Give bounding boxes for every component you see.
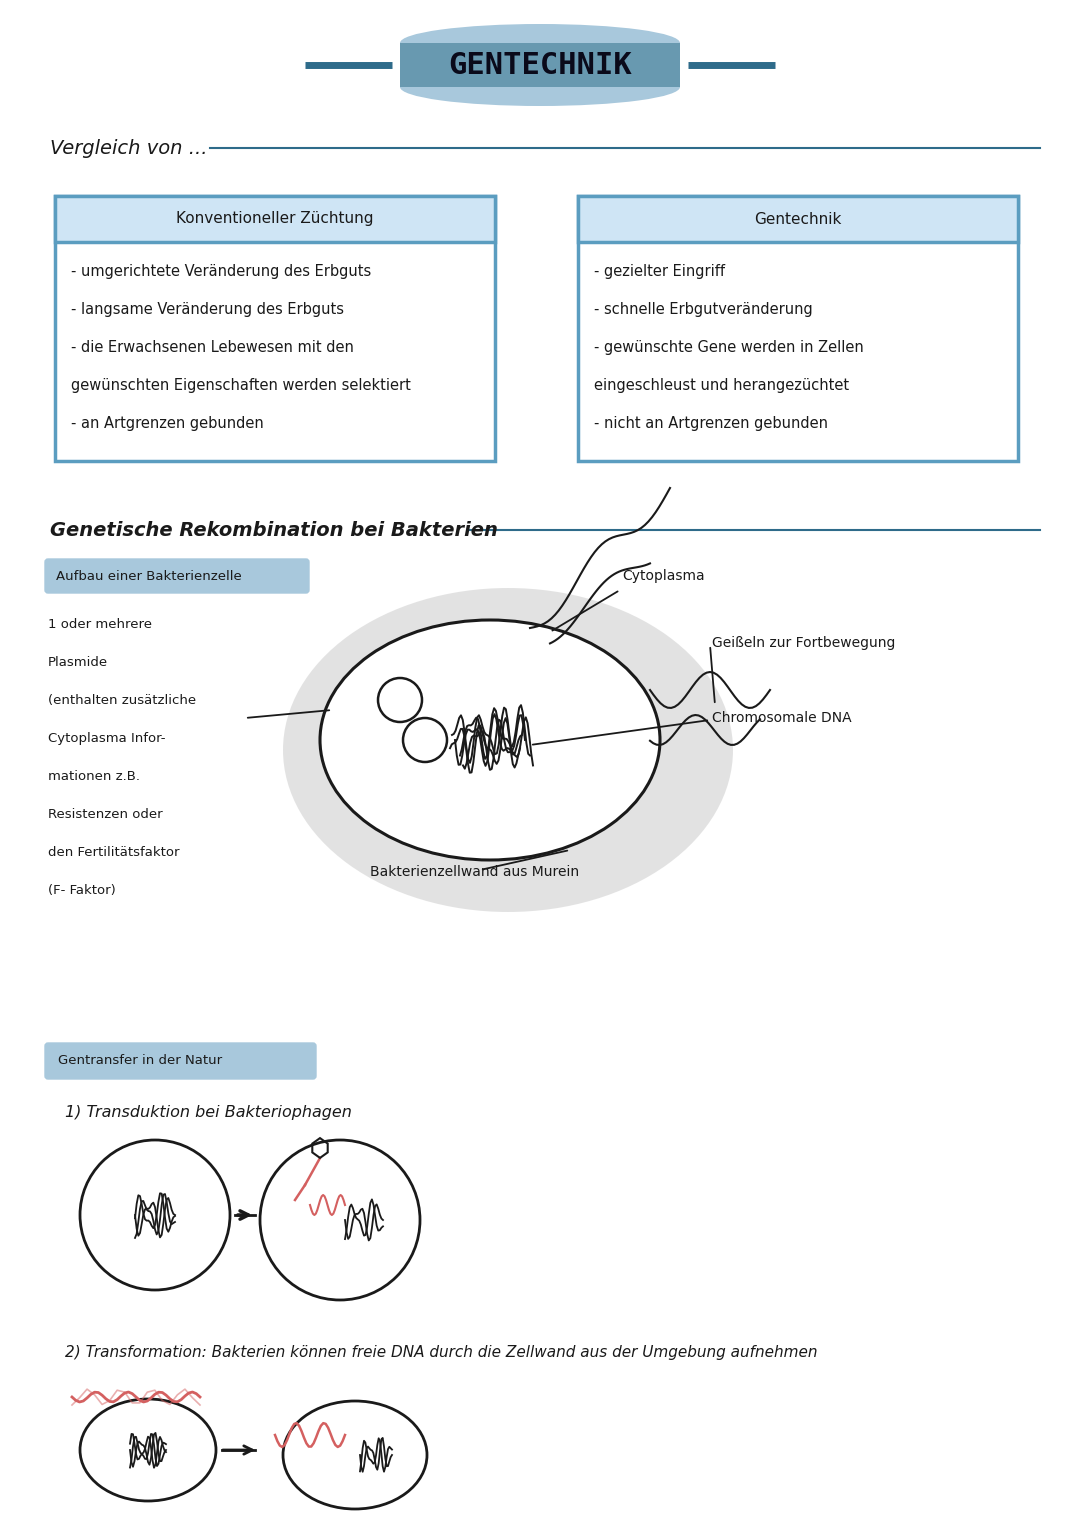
Text: gewünschten Eigenschaften werden selektiert: gewünschten Eigenschaften werden selekti… <box>71 379 410 392</box>
Text: - nicht an Artgrenzen gebunden: - nicht an Artgrenzen gebunden <box>594 415 828 431</box>
Text: Gentransfer in der Natur: Gentransfer in der Natur <box>58 1055 222 1067</box>
FancyBboxPatch shape <box>45 559 309 592</box>
Bar <box>55 195 495 461</box>
Text: Gentechnik: Gentechnik <box>754 212 841 226</box>
Text: - schnelle Erbgutveränderung: - schnelle Erbgutveränderung <box>594 302 813 318</box>
Text: GENTECHNIK: GENTECHNIK <box>448 50 632 79</box>
Text: mationen z.B.: mationen z.B. <box>48 770 140 783</box>
Text: Vergleich von ...: Vergleich von ... <box>50 139 207 157</box>
Text: den Fertilitätsfaktor: den Fertilitätsfaktor <box>48 846 179 860</box>
Ellipse shape <box>260 1141 420 1299</box>
Ellipse shape <box>320 620 660 860</box>
Text: Cytoplasma: Cytoplasma <box>622 570 704 583</box>
Text: Cytoplasma Infor-: Cytoplasma Infor- <box>48 731 165 745</box>
Ellipse shape <box>283 1400 427 1509</box>
Bar <box>578 195 1018 241</box>
FancyBboxPatch shape <box>400 43 680 87</box>
Ellipse shape <box>80 1141 230 1290</box>
Ellipse shape <box>400 24 680 63</box>
Ellipse shape <box>400 69 680 105</box>
FancyBboxPatch shape <box>45 1043 316 1080</box>
Text: Resistenzen oder: Resistenzen oder <box>48 808 163 822</box>
Bar <box>578 195 1018 461</box>
Text: - gezielter Eingriff: - gezielter Eingriff <box>594 264 725 279</box>
Text: - umgerichtete Veränderung des Erbguts: - umgerichtete Veränderung des Erbguts <box>71 264 372 279</box>
Text: Chromosomale DNA: Chromosomale DNA <box>712 712 852 725</box>
Text: (F- Faktor): (F- Faktor) <box>48 884 116 896</box>
Text: Aufbau einer Bakterienzelle: Aufbau einer Bakterienzelle <box>56 570 242 582</box>
Text: Geißeln zur Fortbewegung: Geißeln zur Fortbewegung <box>712 637 895 651</box>
Text: - gewünschte Gene werden in Zellen: - gewünschte Gene werden in Zellen <box>594 341 864 354</box>
Text: (enthalten zusätzliche: (enthalten zusätzliche <box>48 693 197 707</box>
Text: 1) Transduktion bei Bakteriophagen: 1) Transduktion bei Bakteriophagen <box>65 1106 352 1119</box>
Text: - langsame Veränderung des Erbguts: - langsame Veränderung des Erbguts <box>71 302 345 318</box>
Ellipse shape <box>283 588 733 912</box>
Bar <box>55 195 495 241</box>
Text: Genetische Rekombination bei Bakterien: Genetische Rekombination bei Bakterien <box>50 521 498 539</box>
Text: 2) Transformation: Bakterien können freie DNA durch die Zellwand aus der Umgebun: 2) Transformation: Bakterien können frei… <box>65 1345 818 1361</box>
Text: - an Artgrenzen gebunden: - an Artgrenzen gebunden <box>71 415 264 431</box>
Text: - die Erwachsenen Lebewesen mit den: - die Erwachsenen Lebewesen mit den <box>71 341 354 354</box>
Text: Plasmide: Plasmide <box>48 657 108 669</box>
Ellipse shape <box>80 1399 216 1501</box>
Text: eingeschleust und herangezüchtet: eingeschleust und herangezüchtet <box>594 379 849 392</box>
Text: 1 oder mehrere: 1 oder mehrere <box>48 618 152 631</box>
Text: Konventioneller Züchtung: Konventioneller Züchtung <box>176 212 374 226</box>
Text: Bakterienzellwand aus Murein: Bakterienzellwand aus Murein <box>370 864 579 880</box>
